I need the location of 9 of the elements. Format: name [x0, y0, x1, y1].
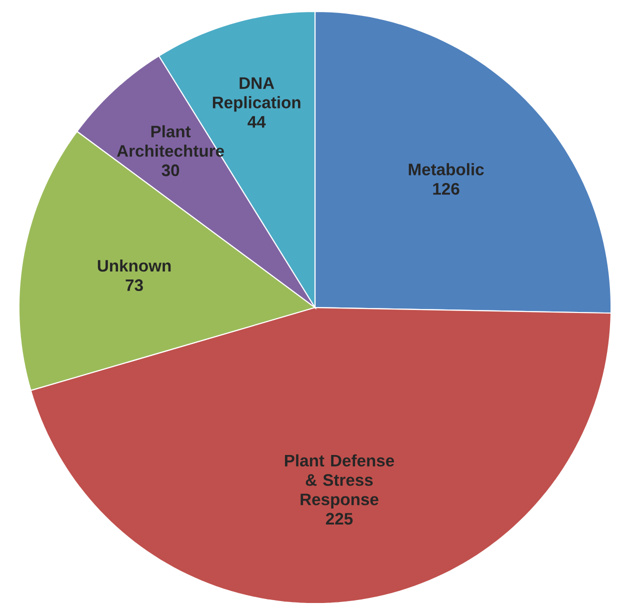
slice-label: Plant Defense & Stress Response	[284, 454, 394, 509]
data-label: 30	[162, 164, 180, 176]
data-label: 73	[126, 279, 143, 292]
data-label: 44	[248, 116, 266, 128]
slice-label: DNA Replication	[212, 77, 300, 112]
slice-label: Metabolic	[408, 163, 484, 176]
slice-label: Unknown	[98, 259, 171, 272]
data-label: 225	[326, 512, 353, 525]
data-label: 126	[433, 182, 460, 195]
